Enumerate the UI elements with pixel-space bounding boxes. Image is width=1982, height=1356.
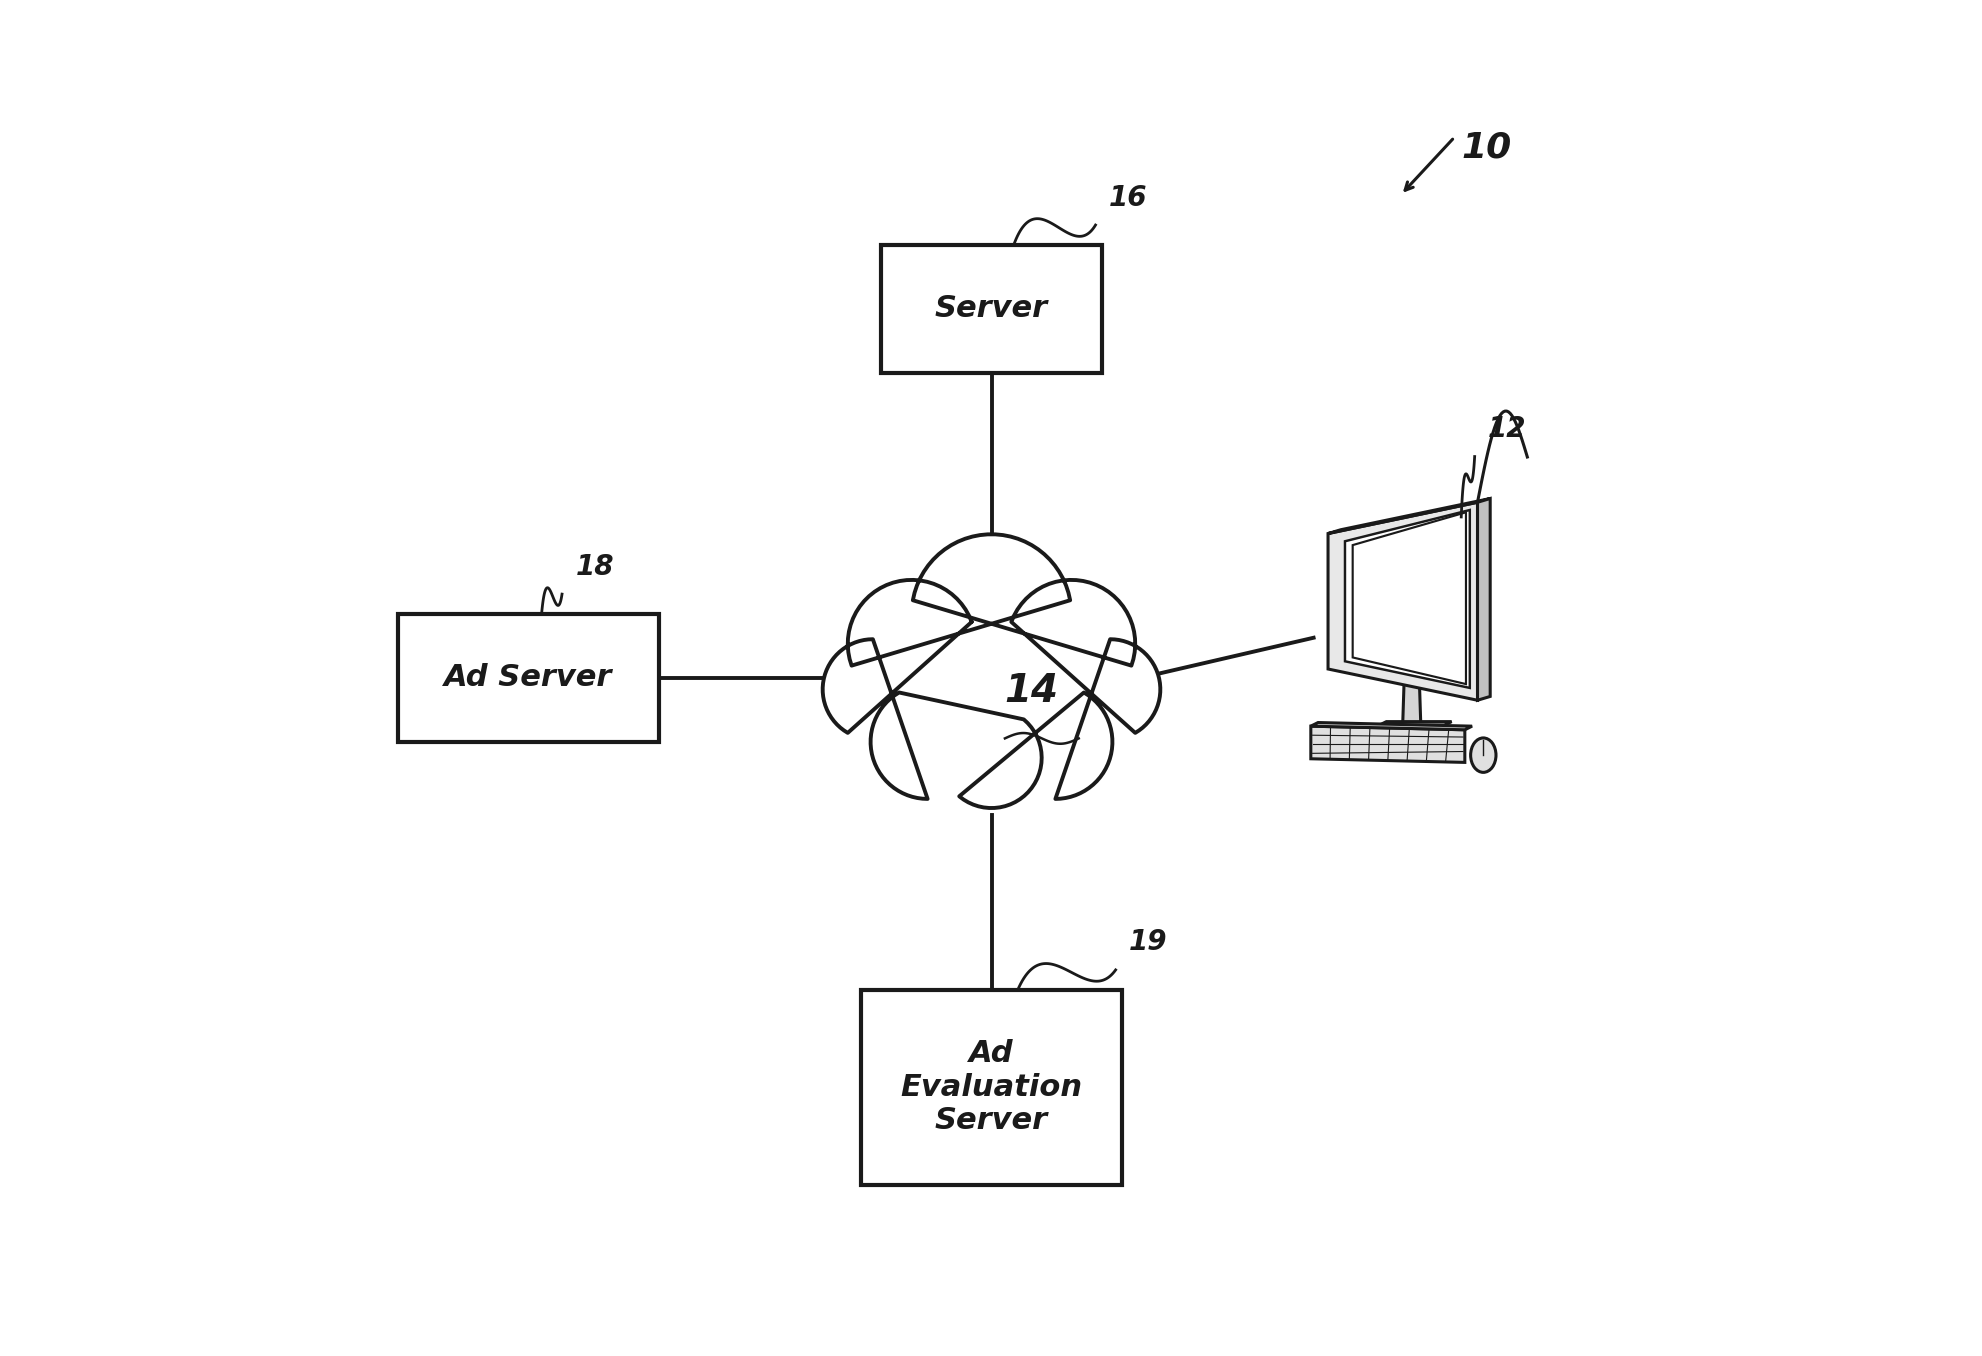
Polygon shape [1377, 725, 1443, 735]
Polygon shape [1328, 502, 1477, 700]
Bar [398, 614, 658, 742]
Text: 19: 19 [1128, 929, 1167, 956]
Polygon shape [1310, 723, 1471, 730]
Ellipse shape [1471, 738, 1494, 773]
Polygon shape [1477, 499, 1488, 700]
Text: 12: 12 [1486, 415, 1526, 443]
Text: 16: 16 [1108, 183, 1148, 212]
Polygon shape [1401, 669, 1419, 725]
Polygon shape [1377, 721, 1451, 725]
Polygon shape [1328, 499, 1488, 533]
Text: 18: 18 [575, 553, 614, 580]
Polygon shape [1310, 727, 1465, 762]
Polygon shape [823, 534, 1159, 808]
Bar [880, 245, 1102, 373]
Polygon shape [1352, 513, 1465, 683]
Text: Server: Server [934, 294, 1048, 324]
Polygon shape [1344, 510, 1469, 687]
Text: 14: 14 [1005, 673, 1058, 711]
Text: 10: 10 [1461, 132, 1510, 165]
Text: Ad Server: Ad Server [444, 663, 612, 693]
Bar [860, 990, 1122, 1185]
Text: Ad
Evaluation
Server: Ad Evaluation Server [900, 1039, 1082, 1135]
